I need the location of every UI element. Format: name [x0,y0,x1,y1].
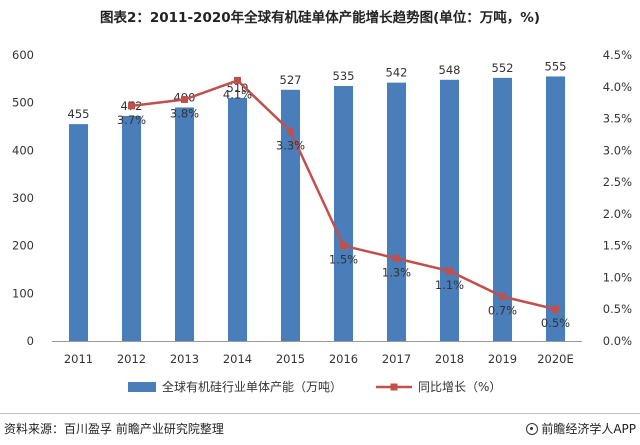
x-axis-tick-label: 2019 [488,352,517,366]
bar [227,97,248,342]
source-note: 资料来源：百川盈孚 前瞻产业研究院整理 [4,422,224,436]
y2-axis-tick-label: 3.0% [603,143,632,157]
y-axis-tick-label: 100 [12,286,34,300]
bar-value-label: 552 [492,61,514,75]
bar-value-label: 548 [439,63,461,77]
bar-value-label: 542 [386,66,408,80]
y-axis-tick-label: 0 [27,334,34,348]
x-axis-tick-label: 2012 [117,352,146,366]
growth-value-label: 4.1% [223,87,252,101]
bar-value-label: 555 [545,59,567,73]
bar [439,79,460,341]
growth-value-label: 0.5% [541,316,570,330]
bar-value-label: 455 [68,107,90,121]
legend-label-growth: 同比增长（%） [418,380,501,394]
bar-value-label: 535 [333,69,355,83]
x-axis-tick-label: 2014 [223,352,252,366]
bar [174,107,195,341]
x-axis-tick-label: 2018 [435,352,464,366]
brand-credit: 前瞻经济学人APP [526,420,636,437]
x-axis-tick-label: 2017 [382,352,411,366]
y-axis-tick-label: 200 [12,239,34,253]
legend-swatch-capacity [128,382,156,392]
y2-axis-tick-label: 4.5% [603,48,632,62]
x-axis-tick-label: 2020E [537,352,574,366]
bar [333,85,354,341]
chart-canvas: 0 100 200 300 400 500 600 0.0% 0.5% 1.0% 1.5% 2.0% 2… [12,48,632,394]
y2-axis-tick-label: 1.5% [603,239,632,253]
growth-marker [340,242,347,250]
bar [545,76,566,341]
growth-marker [128,102,135,110]
footer-divider [0,413,640,414]
bar [492,77,513,341]
y2-axis-tick-label: 2.5% [603,175,632,189]
growth-value-label: 1.5% [329,253,358,267]
brand-name: 前瞻经济学人APP [541,422,636,436]
x-axis-tick-label: 2015 [276,352,305,366]
y2-axis-tick-label: 1.0% [603,270,632,284]
bar [68,124,89,341]
growth-value-label: 1.3% [382,265,411,279]
bar [121,116,142,341]
growth-marker [234,76,241,84]
growth-marker [446,267,453,275]
y2-axis-tick-label: 2.0% [603,207,632,221]
legend-label-capacity: 全球有机硅行业单体产能（万吨） [162,379,342,394]
chart-title: 图表2：2011-2020年全球有机硅单体产能增长趋势图(单位：万吨，%) [99,10,540,26]
bar-value-label: 527 [280,73,302,87]
growth-marker [181,95,188,103]
y2-axis-tick-label: 0.0% [603,334,632,348]
growth-marker [287,127,294,135]
y2-axis-tick-label: 4.0% [603,80,632,94]
y2-axis-tick-label: 0.5% [603,302,632,316]
growth-value-label: 3.7% [117,113,146,127]
y-axis-tick-label: 400 [12,143,34,157]
growth-value-label: 3.3% [276,138,305,152]
growth-value-label: 1.1% [435,278,464,292]
growth-marker [499,293,506,301]
growth-marker [552,305,559,313]
bar [386,82,407,341]
bar [280,89,301,342]
growth-value-label: 3.8% [170,106,199,120]
x-axis-tick-label: 2011 [64,352,93,366]
y-axis-tick-label: 300 [12,191,34,205]
growth-value-label: 0.7% [488,304,517,318]
x-axis-tick-label: 2016 [329,352,358,366]
y-axis-tick-label: 500 [12,96,34,110]
y2-axis-tick-label: 3.5% [603,112,632,126]
y-axis-tick-label: 600 [12,48,34,62]
growth-marker [393,254,400,262]
brand-logo-icon [526,422,539,435]
x-axis-tick-label: 2013 [170,352,199,366]
legend-marker-growth [390,383,398,391]
